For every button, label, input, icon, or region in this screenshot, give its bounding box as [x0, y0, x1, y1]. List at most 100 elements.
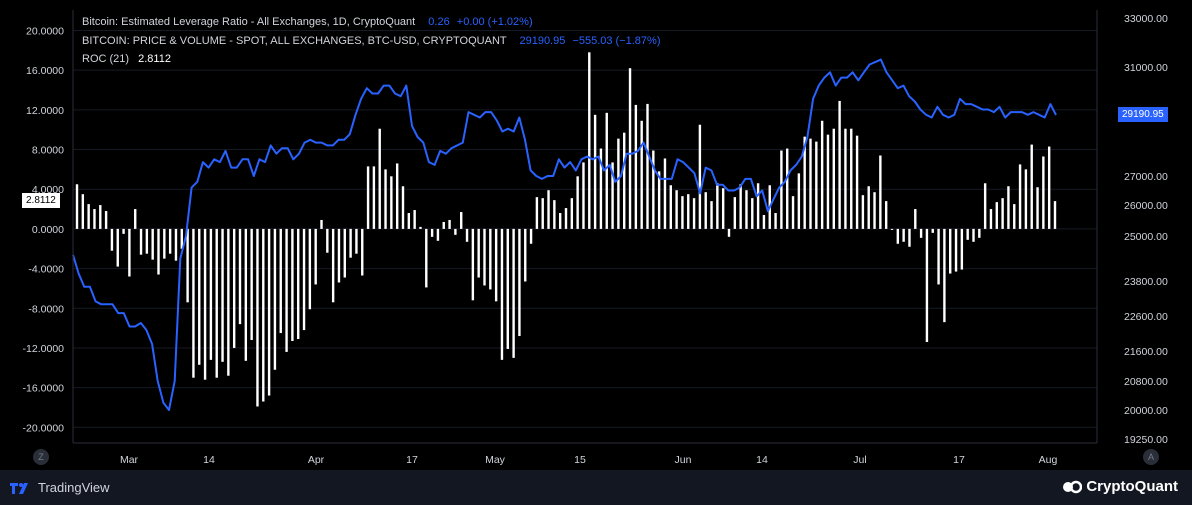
roc-bar: [721, 188, 725, 229]
right-tick-label: 31000.00: [1124, 62, 1168, 74]
roc-bar: [1030, 144, 1033, 229]
roc-bar: [745, 190, 748, 229]
roc-bar: [279, 228, 282, 334]
roc-bar: [529, 228, 533, 244]
x-tick-label: May: [485, 454, 506, 466]
roc-bar: [931, 228, 934, 233]
roc-bar: [564, 208, 568, 229]
roc-bar: [588, 52, 591, 229]
roc-bar: [710, 201, 713, 229]
roc-bar: [995, 202, 998, 229]
roc-bar: [640, 120, 643, 229]
roc-bar: [454, 228, 457, 235]
roc-bar: [291, 228, 294, 341]
right-tick-label: 20000.00: [1124, 405, 1168, 417]
roc-bar: [657, 171, 661, 229]
left-tick-label: 16.0000: [26, 65, 64, 77]
legend-roc: ROC (21) 2.8112: [82, 52, 171, 66]
right-tick-label: 21600.00: [1124, 346, 1168, 358]
legend-price-name: BITCOIN: PRICE & VOLUME - SPOT, ALL EXCH…: [82, 35, 507, 47]
roc-bar: [366, 166, 370, 229]
roc-bar: [203, 228, 207, 380]
roc-bar: [139, 228, 143, 255]
roc-bar: [698, 124, 702, 229]
roc-bar: [599, 148, 603, 229]
roc-bar: [460, 212, 463, 229]
roc-bar: [605, 112, 608, 229]
roc-bar: [541, 198, 544, 229]
roc-bar: [809, 138, 812, 229]
chart-canvas[interactable]: 20.000016.000012.00008.00004.00000.0000-…: [0, 0, 1192, 470]
roc-bar: [803, 136, 806, 229]
roc-bar: [623, 132, 626, 229]
roc-bar: [361, 228, 364, 276]
roc-bar: [244, 228, 248, 361]
roc-bar: [232, 228, 236, 348]
tradingview-logo[interactable]: TradingView: [10, 480, 110, 495]
roc-bar: [669, 185, 672, 229]
roc-bar: [104, 211, 108, 229]
roc-bar: [395, 163, 399, 229]
x-tick-label: 14: [756, 454, 768, 466]
roc-bar: [692, 198, 696, 229]
roc-current-tag: 2.8112: [22, 193, 60, 208]
roc-bar: [308, 228, 312, 310]
legend-price-change: −555.03 (−1.87%): [572, 35, 661, 47]
grid-lines: [73, 30, 1097, 428]
roc-bar: [844, 128, 847, 229]
roc-bar: [681, 196, 684, 229]
cryptoquant-icon: [1063, 480, 1083, 493]
roc-bar: [442, 221, 445, 229]
roc-bar: [884, 201, 888, 229]
roc-bar: [250, 228, 253, 341]
tradingview-icon: [10, 482, 28, 494]
zoom-left-button[interactable]: Z: [33, 449, 49, 465]
left-tick-label: -4.0000: [28, 264, 64, 276]
roc-bar: [238, 228, 242, 325]
roc-bar: [320, 219, 323, 229]
right-tick-label: 23800.00: [1124, 276, 1168, 288]
right-tick-label: 20800.00: [1124, 376, 1168, 388]
roc-bar: [518, 228, 521, 337]
roc-bar: [1024, 169, 1028, 229]
roc-bar: [157, 228, 160, 275]
roc-bar: [198, 228, 201, 365]
roc-bar: [512, 228, 515, 358]
roc-bar: [186, 228, 189, 303]
roc-bar: [326, 228, 329, 253]
roc-bar: [652, 150, 655, 229]
roc-bar: [786, 148, 789, 229]
roc-bar: [116, 228, 119, 267]
x-tick-label: Aug: [1039, 454, 1058, 466]
roc-bar: [285, 228, 288, 352]
footer-bar: TradingView CryptoQuant: [0, 470, 1192, 505]
roc-bar: [751, 198, 754, 229]
x-tick-label: Jul: [853, 454, 866, 466]
roc-bar: [262, 228, 265, 402]
roc-bar: [954, 228, 958, 272]
left-tick-label: 0.0000: [32, 224, 64, 236]
legend-leverage-value: 0.26: [428, 16, 450, 28]
roc-bar: [401, 186, 405, 229]
roc-bar: [372, 166, 376, 229]
x-tick-label: 17: [406, 454, 418, 466]
roc-bar: [355, 228, 358, 254]
roc-bar: [302, 228, 306, 331]
roc-bar: [209, 228, 213, 360]
roc-bar: [524, 228, 527, 282]
roc-bar: [419, 226, 422, 229]
roc-bar: [966, 228, 969, 240]
right-tick-label: 27000.00: [1124, 171, 1168, 183]
roc-bar: [477, 228, 480, 278]
legend-leverage-name: Bitcoin: Estimated Leverage Ratio - All …: [82, 16, 416, 28]
price-current-tag: 29190.95: [1118, 107, 1168, 122]
roc-bar: [489, 228, 492, 290]
x-tick-label: 14: [203, 454, 215, 466]
roc-bar: [297, 228, 300, 340]
roc-bar: [122, 228, 125, 234]
roc-bar: [1001, 198, 1004, 229]
left-tick-label: 20.0000: [26, 26, 64, 38]
roc-bar: [110, 228, 114, 251]
auto-scale-button[interactable]: A: [1143, 449, 1159, 465]
right-tick-label: 33000.00: [1124, 13, 1168, 25]
